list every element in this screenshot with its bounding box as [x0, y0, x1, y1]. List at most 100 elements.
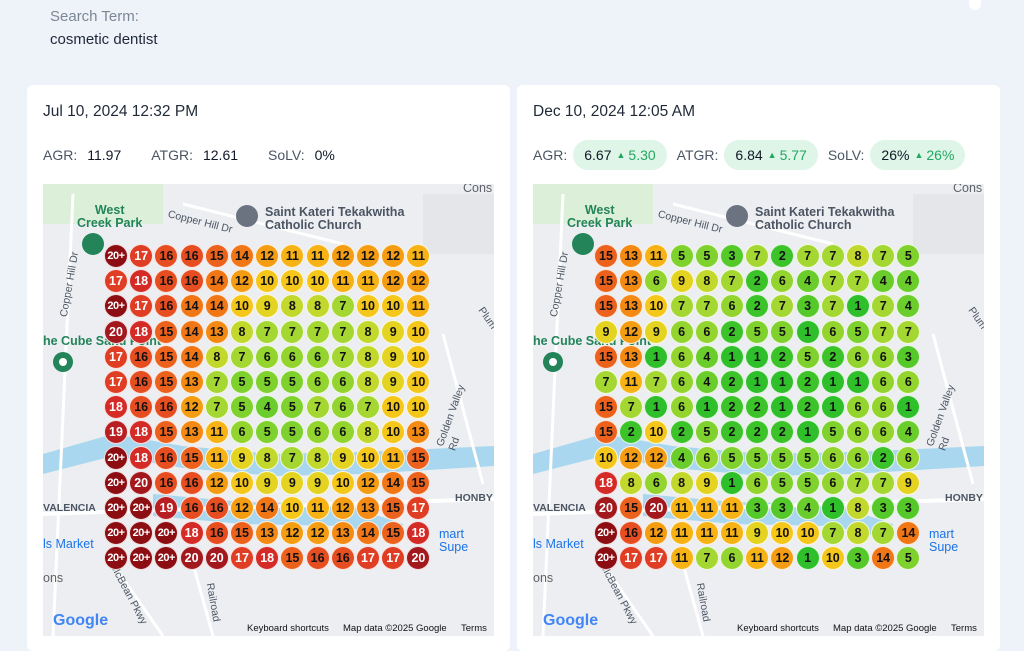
- rank-dot[interactable]: 6: [720, 294, 744, 319]
- terms-link[interactable]: Terms: [461, 623, 487, 634]
- rank-dot[interactable]: 12: [356, 470, 380, 495]
- rank-dot[interactable]: 12: [381, 269, 406, 294]
- rank-dot[interactable]: 1: [795, 319, 820, 344]
- rank-dot[interactable]: 6: [846, 395, 870, 420]
- rank-dot[interactable]: 13: [204, 319, 229, 344]
- rank-dot[interactable]: 20+: [129, 496, 154, 520]
- rank-dot[interactable]: 9: [644, 319, 669, 344]
- rank-dot[interactable]: 3: [896, 496, 921, 520]
- rank-dot[interactable]: 2: [720, 319, 744, 344]
- rank-dot[interactable]: 13: [619, 294, 644, 319]
- rank-dot[interactable]: 14: [204, 294, 229, 319]
- rank-dot[interactable]: 18: [129, 445, 154, 470]
- rank-dot[interactable]: 7: [694, 294, 719, 319]
- rank-dot[interactable]: 7: [871, 244, 896, 268]
- rank-dot[interactable]: 5: [230, 395, 254, 420]
- rank-dot[interactable]: 6: [871, 395, 896, 420]
- rank-dot[interactable]: 1: [745, 370, 770, 394]
- rank-dot[interactable]: 13: [179, 370, 204, 394]
- rank-dot[interactable]: 15: [594, 294, 618, 319]
- rank-dot[interactable]: 15: [594, 420, 618, 445]
- rank-dot[interactable]: 7: [305, 395, 330, 420]
- rank-dot[interactable]: 20: [644, 496, 669, 520]
- rank-dot[interactable]: 15: [594, 269, 618, 294]
- rank-dot[interactable]: 1: [846, 370, 870, 394]
- rank-dot[interactable]: 6: [871, 420, 896, 445]
- rank-dot[interactable]: 7: [204, 370, 229, 394]
- rank-dot[interactable]: 18: [129, 420, 154, 445]
- rank-dot[interactable]: 3: [745, 496, 770, 520]
- rank-dot[interactable]: 7: [820, 294, 845, 319]
- rank-dot[interactable]: 5: [669, 244, 694, 268]
- rank-dot[interactable]: 10: [381, 294, 406, 319]
- rank-dot[interactable]: 7: [871, 521, 896, 546]
- rank-dot[interactable]: 14: [179, 319, 204, 344]
- rank-dot[interactable]: 11: [694, 496, 719, 520]
- rank-dot[interactable]: 12: [204, 470, 229, 495]
- rank-dot[interactable]: 17: [129, 244, 154, 268]
- rank-dot[interactable]: 5: [720, 445, 744, 470]
- rank-dot[interactable]: 7: [820, 521, 845, 546]
- rank-dot[interactable]: 3: [871, 496, 896, 520]
- rank-dot[interactable]: 13: [619, 269, 644, 294]
- rank-dot[interactable]: 10: [280, 496, 305, 520]
- rank-dot[interactable]: 11: [406, 294, 431, 319]
- rank-dot[interactable]: 6: [846, 445, 870, 470]
- rank-dot[interactable]: 17: [104, 344, 128, 369]
- rank-dot[interactable]: 9: [381, 344, 406, 369]
- rank-dot[interactable]: 10: [230, 294, 254, 319]
- rank-dot[interactable]: 11: [280, 244, 305, 268]
- rank-dot[interactable]: 11: [720, 521, 744, 546]
- rank-dot[interactable]: 10: [230, 470, 254, 495]
- rank-dot[interactable]: 15: [204, 244, 229, 268]
- rank-dot[interactable]: 7: [770, 294, 795, 319]
- rank-dot[interactable]: 5: [694, 244, 719, 268]
- rank-dot[interactable]: 7: [280, 445, 305, 470]
- rank-grid-map[interactable]: West Creek Park Saint Kateri Tekakwitha …: [43, 184, 494, 636]
- rank-dot[interactable]: 5: [230, 370, 254, 394]
- rank-dot[interactable]: 7: [330, 319, 355, 344]
- rank-dot[interactable]: 16: [619, 521, 644, 546]
- rank-dot[interactable]: 9: [745, 521, 770, 546]
- rank-dot[interactable]: 20: [129, 470, 154, 495]
- rank-dot[interactable]: 15: [154, 344, 179, 369]
- rank-dot[interactable]: 15: [179, 445, 204, 470]
- rank-dot[interactable]: 9: [694, 470, 719, 495]
- rank-dot[interactable]: 9: [255, 294, 280, 319]
- rank-dot[interactable]: 6: [871, 370, 896, 394]
- rank-dot[interactable]: 10: [820, 546, 845, 571]
- rank-dot[interactable]: 6: [669, 344, 694, 369]
- rank-dot[interactable]: 11: [644, 244, 669, 268]
- rank-dot[interactable]: 8: [694, 269, 719, 294]
- rank-dot[interactable]: 9: [669, 269, 694, 294]
- rank-dot[interactable]: 16: [204, 521, 229, 546]
- rank-dot[interactable]: 2: [745, 420, 770, 445]
- rank-dot[interactable]: 6: [305, 370, 330, 394]
- rank-dot[interactable]: 16: [154, 445, 179, 470]
- rank-dot[interactable]: 9: [280, 470, 305, 495]
- rank-dot[interactable]: 16: [154, 470, 179, 495]
- rank-dot[interactable]: 6: [820, 445, 845, 470]
- rank-dot[interactable]: 6: [255, 344, 280, 369]
- rank-dot[interactable]: 10: [406, 344, 431, 369]
- rank-dot[interactable]: 2: [745, 269, 770, 294]
- rank-dot[interactable]: 4: [795, 269, 820, 294]
- rank-dot[interactable]: 9: [230, 445, 254, 470]
- rank-dot[interactable]: 8: [846, 521, 870, 546]
- rank-dot[interactable]: 16: [129, 344, 154, 369]
- rank-dot[interactable]: 8: [305, 294, 330, 319]
- rank-dot[interactable]: 16: [154, 244, 179, 268]
- rank-dot[interactable]: 7: [255, 319, 280, 344]
- rank-dot[interactable]: 20+: [104, 244, 128, 268]
- rank-dot[interactable]: 8: [280, 294, 305, 319]
- rank-dot[interactable]: 4: [694, 370, 719, 394]
- rank-dot[interactable]: 11: [745, 546, 770, 571]
- rank-dot[interactable]: 10: [305, 269, 330, 294]
- rank-dot[interactable]: 2: [871, 445, 896, 470]
- rank-dot[interactable]: 6: [871, 344, 896, 369]
- rank-dot[interactable]: 20+: [104, 496, 128, 520]
- rank-dot[interactable]: 10: [406, 370, 431, 394]
- rank-dot[interactable]: 2: [795, 370, 820, 394]
- rank-dot[interactable]: 16: [305, 546, 330, 571]
- rank-dot[interactable]: 8: [255, 445, 280, 470]
